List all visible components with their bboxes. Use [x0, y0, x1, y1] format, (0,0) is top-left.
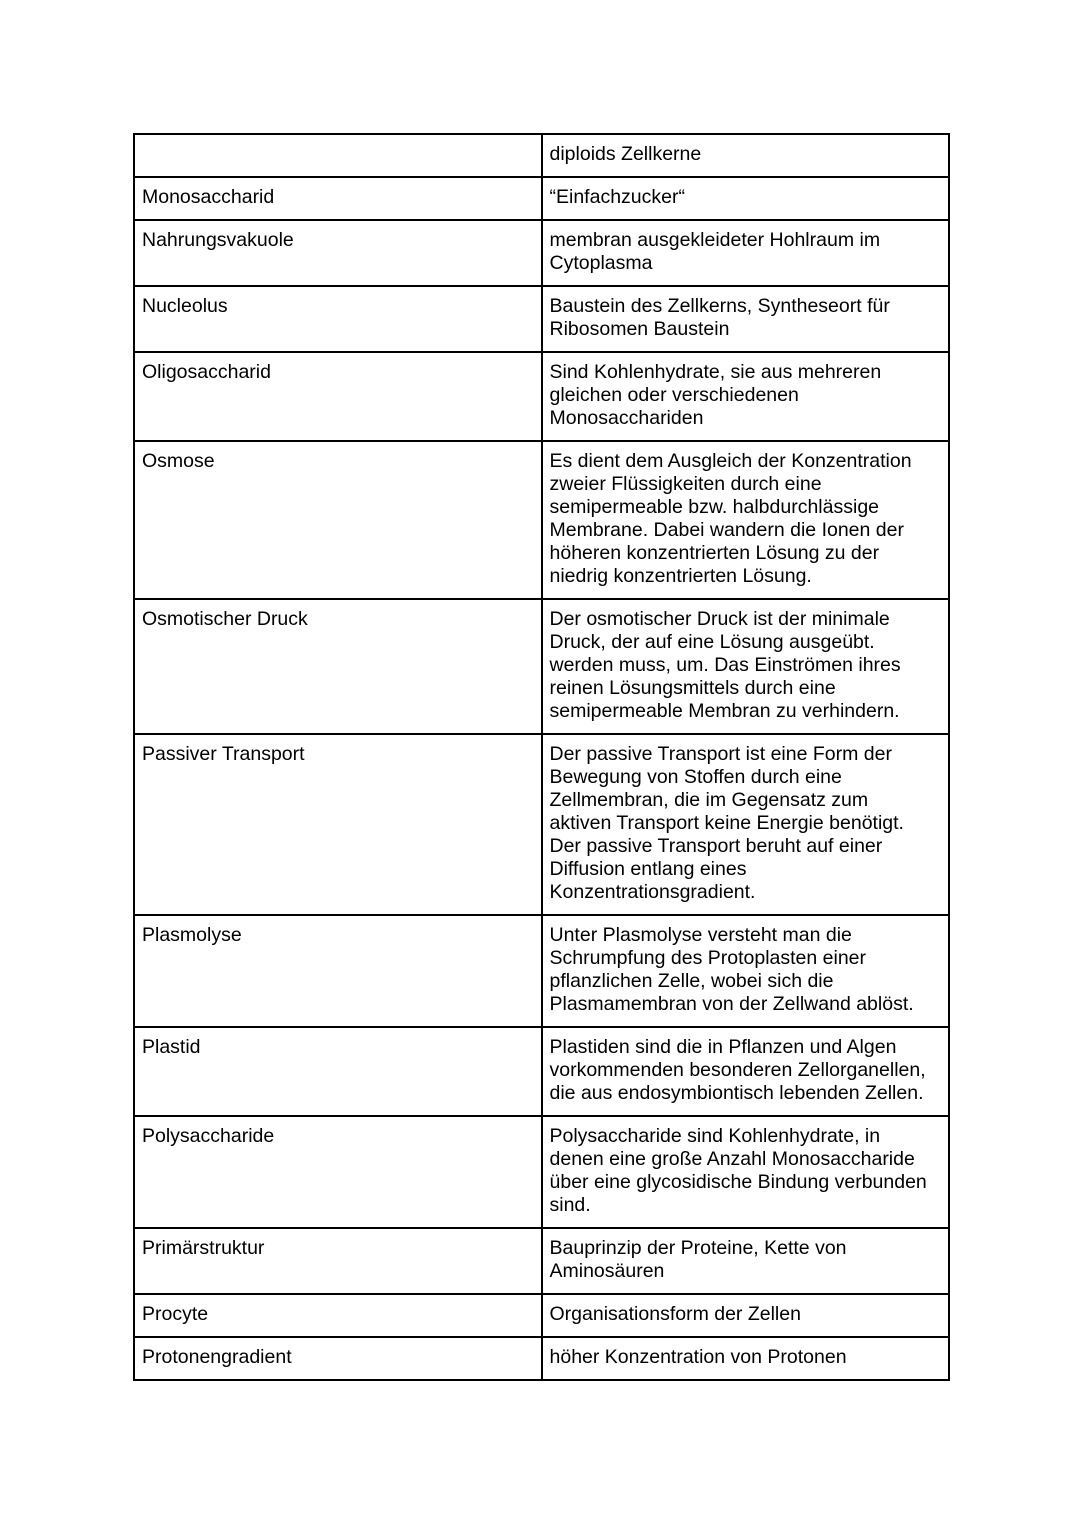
- definition-cell: Unter Plasmolyse versteht man die Schrum…: [540, 914, 950, 1028]
- table-row: Oligosaccharid Sind Kohlenhydrate, sie a…: [133, 351, 950, 442]
- term-cell: Oligosaccharid: [133, 351, 543, 442]
- table-row: Osmotischer Druck Der osmotischer Druck …: [133, 598, 950, 735]
- table-row: Monosaccharid “Einfachzucker“: [133, 176, 950, 221]
- term-cell: Polysaccharide: [133, 1115, 543, 1229]
- definition-cell: Polysaccharide sind Kohlenhydrate, in de…: [540, 1115, 950, 1229]
- definition-cell: höher Konzentration von Protonen: [540, 1336, 950, 1381]
- term-cell: Osmotischer Druck: [133, 598, 543, 735]
- definition-cell: Sind Kohlenhydrate, sie aus mehreren gle…: [540, 351, 950, 442]
- table-row: Polysaccharide Polysaccharide sind Kohle…: [133, 1115, 950, 1229]
- definition-cell: Der osmotischer Druck ist der minimale D…: [540, 598, 950, 735]
- definition-cell: Plastiden sind die in Pflanzen und Algen…: [540, 1026, 950, 1117]
- definition-cell: “Einfachzucker“: [540, 176, 950, 221]
- table-row: Plasmolyse Unter Plasmolyse versteht man…: [133, 914, 950, 1028]
- term-cell: Passiver Transport: [133, 733, 543, 916]
- definition-cell: Es dient dem Ausgleich der Konzentration…: [540, 440, 950, 600]
- term-cell: [133, 133, 543, 178]
- glossary-table: diploids Zellkerne Monosaccharid “Einfac…: [133, 133, 950, 1381]
- term-cell: Plasmolyse: [133, 914, 543, 1028]
- table-row: diploids Zellkerne: [133, 133, 950, 178]
- definition-cell: membran ausgekleideter Hohlraum im Cytop…: [540, 219, 950, 287]
- term-cell: Plastid: [133, 1026, 543, 1117]
- term-cell: Nahrungsvakuole: [133, 219, 543, 287]
- table-row: Primärstruktur Bauprinzip der Proteine, …: [133, 1227, 950, 1295]
- table-row: Passiver Transport Der passive Transport…: [133, 733, 950, 916]
- definition-cell: Baustein des Zellkerns, Syntheseort für …: [540, 285, 950, 353]
- table-row: Nucleolus Baustein des Zellkerns, Synthe…: [133, 285, 950, 353]
- definition-cell: Bauprinzip der Proteine, Kette von Amino…: [540, 1227, 950, 1295]
- term-cell: Monosaccharid: [133, 176, 543, 221]
- definition-cell: Organisationsform der Zellen: [540, 1293, 950, 1338]
- table-row: Protonengradient höher Konzentration von…: [133, 1336, 950, 1381]
- term-cell: Protonengradient: [133, 1336, 543, 1381]
- table-row: Osmose Es dient dem Ausgleich der Konzen…: [133, 440, 950, 600]
- table-row: Procyte Organisationsform der Zellen: [133, 1293, 950, 1338]
- term-cell: Osmose: [133, 440, 543, 600]
- table-row: Plastid Plastiden sind die in Pflanzen u…: [133, 1026, 950, 1117]
- definition-cell: Der passive Transport ist eine Form der …: [540, 733, 950, 916]
- term-cell: Procyte: [133, 1293, 543, 1338]
- term-cell: Primärstruktur: [133, 1227, 543, 1295]
- definition-cell: diploids Zellkerne: [540, 133, 950, 178]
- term-cell: Nucleolus: [133, 285, 543, 353]
- table-row: Nahrungsvakuole membran ausgekleideter H…: [133, 219, 950, 287]
